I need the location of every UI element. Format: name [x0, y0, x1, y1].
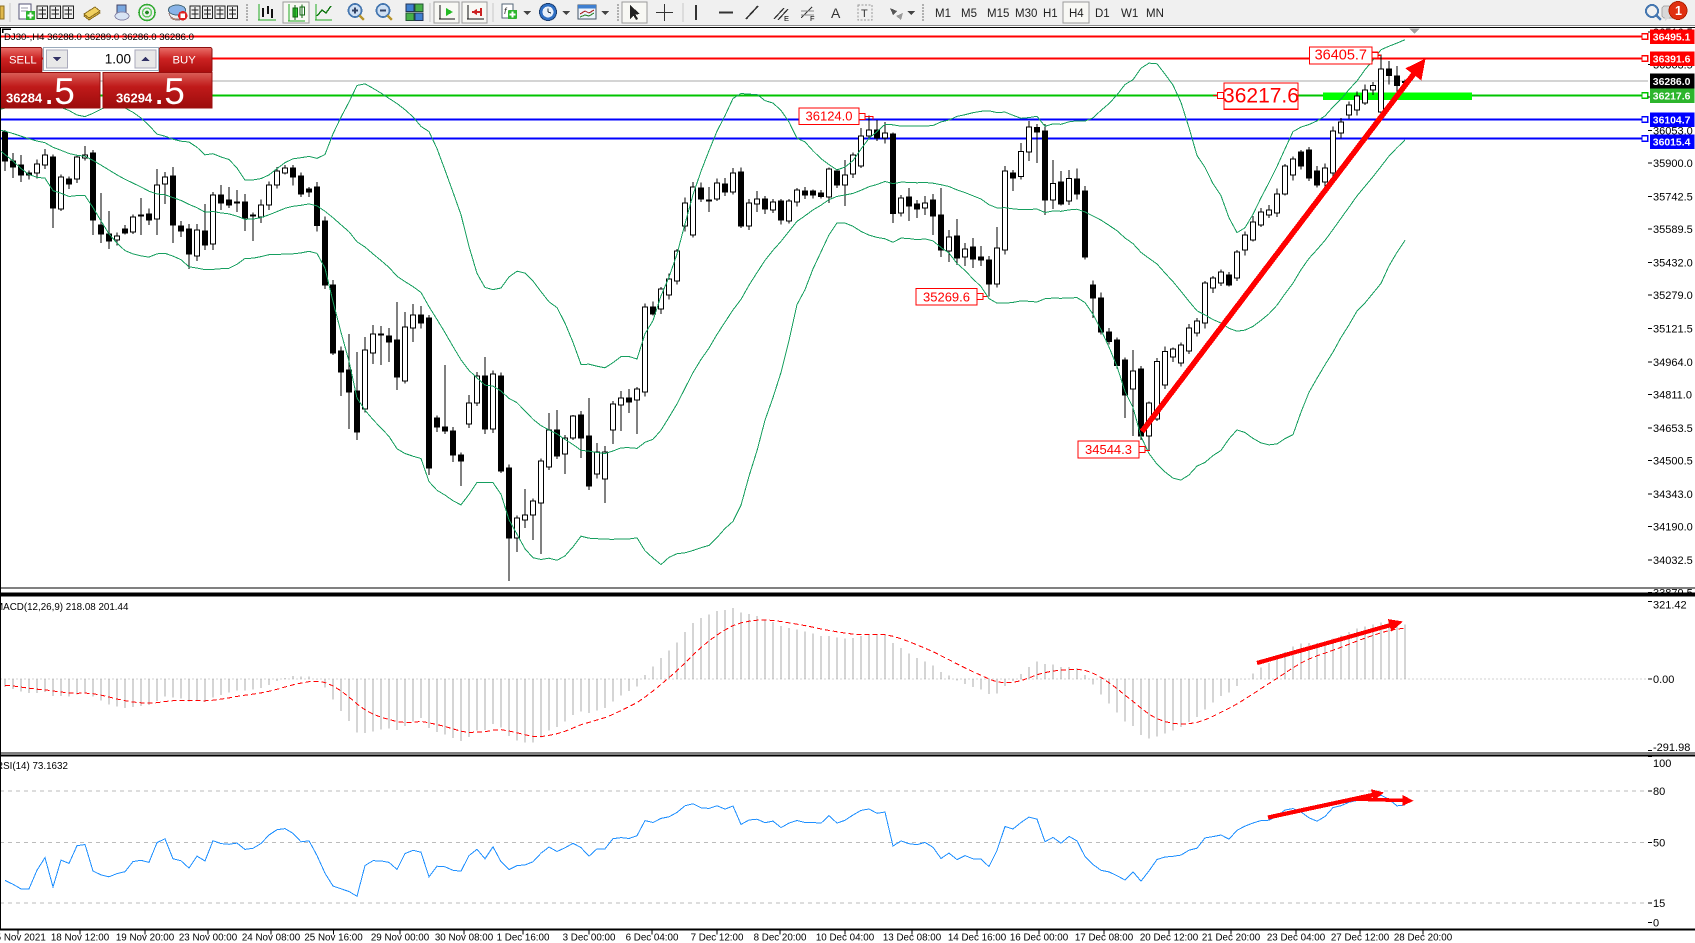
svg-text:M5: M5: [961, 8, 977, 20]
svg-text:36104.7: 36104.7: [1653, 116, 1691, 127]
svg-text:M30: M30: [1015, 8, 1037, 20]
svg-text:H4: H4: [1069, 8, 1084, 20]
svg-text:BUY: BUY: [173, 55, 197, 67]
svg-text:36124.0: 36124.0: [806, 109, 853, 124]
svg-text:34811.0: 34811.0: [1653, 389, 1692, 401]
svg-text:1 Dec 16:00: 1 Dec 16:00: [497, 933, 550, 943]
svg-text:34653.5: 34653.5: [1653, 423, 1693, 435]
svg-text:17 Dec 08:00: 17 Dec 08:00: [1075, 933, 1134, 943]
svg-text:.5: .5: [154, 71, 185, 112]
svg-text:34544.3: 34544.3: [1085, 442, 1132, 457]
svg-text:100: 100: [1653, 758, 1671, 770]
svg-text:18 Nov 12:00: 18 Nov 12:00: [51, 933, 110, 943]
svg-text:.5: .5: [44, 71, 75, 112]
svg-text:15 Nov 2021: 15 Nov 2021: [0, 933, 46, 943]
svg-text:321.42: 321.42: [1653, 600, 1687, 612]
svg-text:H1: H1: [1043, 8, 1058, 20]
svg-text:3 Dec 00:00: 3 Dec 00:00: [563, 933, 616, 943]
svg-text:36217.6: 36217.6: [1653, 92, 1691, 103]
svg-text:8 Dec 20:00: 8 Dec 20:00: [754, 933, 807, 943]
svg-text:M1: M1: [935, 8, 951, 20]
svg-text:W1: W1: [1121, 8, 1138, 20]
svg-text:34032.5: 34032.5: [1653, 555, 1693, 567]
svg-text:50: 50: [1653, 838, 1665, 850]
svg-text:36284: 36284: [6, 91, 43, 106]
svg-text:80: 80: [1653, 786, 1665, 798]
svg-text:36495.1: 36495.1: [1653, 33, 1691, 44]
svg-text:6 Dec 04:00: 6 Dec 04:00: [626, 933, 679, 943]
svg-text:MN: MN: [1146, 8, 1164, 20]
svg-text:36286.0: 36286.0: [1653, 77, 1691, 88]
svg-text:M15: M15: [987, 8, 1009, 20]
svg-text:21 Dec 20:00: 21 Dec 20:00: [1202, 933, 1261, 943]
svg-text:14 Dec 16:00: 14 Dec 16:00: [948, 933, 1007, 943]
svg-text:20 Dec 12:00: 20 Dec 12:00: [1140, 933, 1199, 943]
svg-text:25 Nov 16:00: 25 Nov 16:00: [304, 933, 363, 943]
svg-text:0.00: 0.00: [1653, 674, 1674, 686]
svg-text:f: f: [504, 6, 508, 16]
svg-text:E: E: [784, 14, 789, 23]
svg-text:35279.0: 35279.0: [1653, 290, 1693, 302]
svg-text:15: 15: [1653, 898, 1665, 910]
svg-text:36015.4: 36015.4: [1653, 138, 1691, 149]
svg-text:33879.5: 33879.5: [1653, 587, 1693, 599]
svg-text:29 Nov 00:00: 29 Nov 00:00: [371, 933, 430, 943]
svg-text:34500.5: 34500.5: [1653, 455, 1693, 467]
svg-text:19 Nov 20:00: 19 Nov 20:00: [116, 933, 175, 943]
svg-text:27 Dec 12:00: 27 Dec 12:00: [1331, 933, 1390, 943]
svg-text:SELL: SELL: [9, 55, 37, 67]
svg-text:36217.6: 36217.6: [1223, 85, 1299, 108]
svg-text:34190.0: 34190.0: [1653, 521, 1693, 533]
svg-text:A: A: [831, 5, 841, 21]
svg-text:RSI(14) 73.1632: RSI(14) 73.1632: [0, 761, 68, 772]
svg-text:T: T: [861, 8, 868, 20]
svg-text:16 Dec 00:00: 16 Dec 00:00: [1010, 933, 1069, 943]
svg-text:DJ30-,H4 36288.0 36289.0 3628: DJ30-,H4 36288.0 36289.0 36286.0 36286.0: [4, 32, 194, 43]
svg-text:10 Dec 04:00: 10 Dec 04:00: [816, 933, 875, 943]
svg-text:D1: D1: [1095, 8, 1110, 20]
svg-text:35742.5: 35742.5: [1653, 192, 1693, 204]
svg-text:MACD(12,26,9) 218.08 201.44: MACD(12,26,9) 218.08 201.44: [0, 602, 129, 613]
svg-text:23 Dec 04:00: 23 Dec 04:00: [1267, 933, 1326, 943]
svg-text:34343.0: 34343.0: [1653, 489, 1693, 501]
svg-text:0: 0: [1653, 918, 1659, 930]
svg-text:35900.0: 35900.0: [1653, 158, 1693, 170]
svg-text:1: 1: [1675, 4, 1682, 18]
svg-text:7 Dec 12:00: 7 Dec 12:00: [691, 933, 744, 943]
svg-text:24 Nov 08:00: 24 Nov 08:00: [242, 933, 301, 943]
svg-text:35589.5: 35589.5: [1653, 224, 1693, 236]
svg-text:23 Nov 00:00: 23 Nov 00:00: [179, 933, 238, 943]
svg-text:F: F: [810, 14, 815, 23]
svg-text:35269.6: 35269.6: [923, 289, 970, 304]
svg-text:1.00: 1.00: [105, 52, 131, 67]
svg-text:34964.0: 34964.0: [1653, 357, 1693, 369]
svg-text:36405.7: 36405.7: [1315, 48, 1367, 64]
svg-text:28 Dec 20:00: 28 Dec 20:00: [1394, 933, 1453, 943]
svg-text:35432.0: 35432.0: [1653, 258, 1693, 270]
svg-text:36294: 36294: [116, 91, 153, 106]
svg-text:13 Dec 08:00: 13 Dec 08:00: [883, 933, 942, 943]
svg-text:30 Nov 08:00: 30 Nov 08:00: [435, 933, 494, 943]
svg-text:35121.5: 35121.5: [1653, 323, 1693, 335]
svg-text:36391.6: 36391.6: [1653, 55, 1691, 66]
svg-text:-291.98: -291.98: [1653, 742, 1690, 754]
